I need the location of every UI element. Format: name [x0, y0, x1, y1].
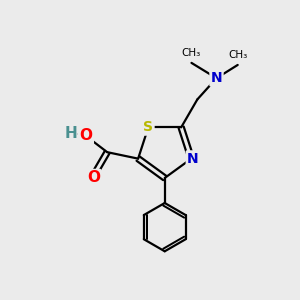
- Text: N: N: [211, 71, 222, 85]
- Text: H: H: [64, 126, 77, 141]
- Text: O: O: [87, 170, 100, 185]
- Text: -: -: [76, 126, 82, 141]
- Text: S: S: [143, 120, 153, 134]
- Text: CH₃: CH₃: [229, 50, 248, 60]
- Text: N: N: [187, 152, 199, 166]
- Text: O: O: [80, 128, 92, 143]
- Text: CH₃: CH₃: [181, 48, 200, 58]
